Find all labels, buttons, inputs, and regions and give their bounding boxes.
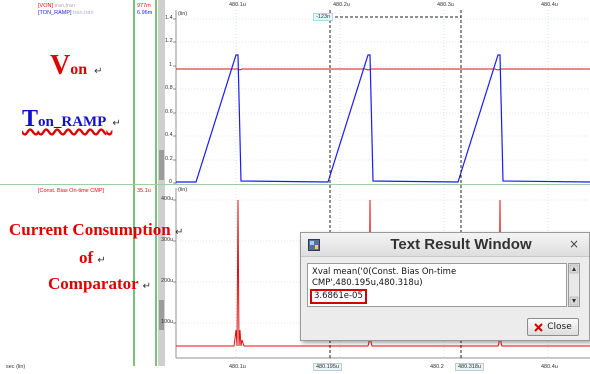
annotation-current-line2: of ↵ bbox=[79, 248, 106, 267]
y-tick: 0.8 bbox=[165, 85, 173, 91]
cursor-value-von: 977m bbox=[137, 3, 151, 9]
result-scrollbar[interactable] bbox=[568, 263, 580, 307]
close-icon[interactable]: × bbox=[568, 237, 579, 251]
close-x-icon bbox=[534, 322, 543, 332]
y-tick: 1.2 bbox=[165, 38, 173, 44]
annotation-current-line3: Comparator ↵ bbox=[48, 274, 151, 293]
y-tick: 0.2 bbox=[165, 156, 173, 162]
ton-ramp-trace bbox=[176, 54, 590, 183]
cursor-value-current: 35.1u bbox=[137, 188, 151, 194]
y-tick: 1 bbox=[169, 62, 173, 68]
result-value: 3.6861e-05 bbox=[310, 289, 367, 304]
bottom-y-unit: (lin) bbox=[178, 187, 188, 193]
text-result-window-titlebar[interactable]: Text Result Window × bbox=[301, 233, 589, 257]
x-tick-top: 480.3u bbox=[437, 2, 454, 8]
y-tick: 0.4 bbox=[165, 132, 173, 138]
annotation-current-line1: Current Consumption ↵ bbox=[9, 220, 184, 239]
legend-von[interactable]: [VON] tran.tran bbox=[38, 3, 75, 9]
cursor-a-x-label[interactable]: 480.195u bbox=[313, 363, 342, 371]
scrollbar-arrows-icon bbox=[569, 264, 579, 306]
expression-text: Xval mean('0(Const. Bias On-time CMP',48… bbox=[312, 267, 457, 288]
panel-scrollbar-thumb-2[interactable] bbox=[159, 300, 164, 330]
value-divider[interactable] bbox=[155, 0, 157, 366]
window-title: Text Result Window bbox=[390, 236, 532, 253]
x-axis-label: sec (lin) bbox=[6, 364, 26, 370]
pane-divider[interactable] bbox=[0, 184, 590, 185]
y-tick: 100u bbox=[161, 319, 174, 325]
x-tick-top: 480.1u bbox=[229, 2, 246, 8]
result-text-area[interactable]: Xval mean('0(Const. Bias On-time CMP',48… bbox=[307, 263, 567, 307]
y-tick: 400u bbox=[161, 196, 174, 202]
annotation-von: Von ↵ bbox=[50, 50, 103, 81]
panel-scrollbar[interactable] bbox=[158, 0, 165, 366]
legend-divider[interactable] bbox=[133, 0, 135, 366]
panel-scrollbar-thumb[interactable] bbox=[159, 150, 164, 180]
cursor-b-x-label[interactable]: 480.318u bbox=[455, 363, 484, 371]
legend-area: [VON] tran.tran [TON_RAMP] tran.tran [Co… bbox=[0, 0, 138, 366]
annotation-ton-ramp: Ton_RAMP ↵ bbox=[22, 106, 121, 132]
x-tick-top: 480.2u bbox=[333, 2, 350, 8]
x-tick-bottom: 480.1u bbox=[229, 364, 246, 370]
delta-label: -123n bbox=[313, 13, 334, 21]
top-y-unit: (lin) bbox=[178, 11, 188, 17]
y-tick: 0 bbox=[169, 179, 173, 185]
legend-current[interactable]: [Const. Bias On-time CMP] bbox=[38, 188, 105, 194]
text-result-window[interactable]: Text Result Window × Xval mean('0(Const.… bbox=[300, 232, 590, 341]
y-tick: 0.6 bbox=[165, 109, 173, 115]
x-tick-top: 480.4u bbox=[541, 2, 558, 8]
y-tick: 200u bbox=[161, 278, 174, 284]
cursor-value-ramp: 6.96m bbox=[137, 10, 153, 16]
app-icon bbox=[308, 239, 320, 251]
result-value-line: 3.6861e-05 bbox=[310, 289, 562, 304]
y-tick: 1.4 bbox=[165, 15, 173, 21]
x-tick-bottom: 480.2 bbox=[430, 364, 444, 370]
close-button[interactable]: Close bbox=[527, 318, 579, 336]
x-tick-bottom: 480.4u bbox=[541, 364, 558, 370]
y-tick: 300u bbox=[161, 237, 174, 243]
legend-ton-ramp[interactable]: [TON_RAMP] tran.tran bbox=[38, 10, 94, 16]
close-button-label: Close bbox=[547, 322, 572, 332]
